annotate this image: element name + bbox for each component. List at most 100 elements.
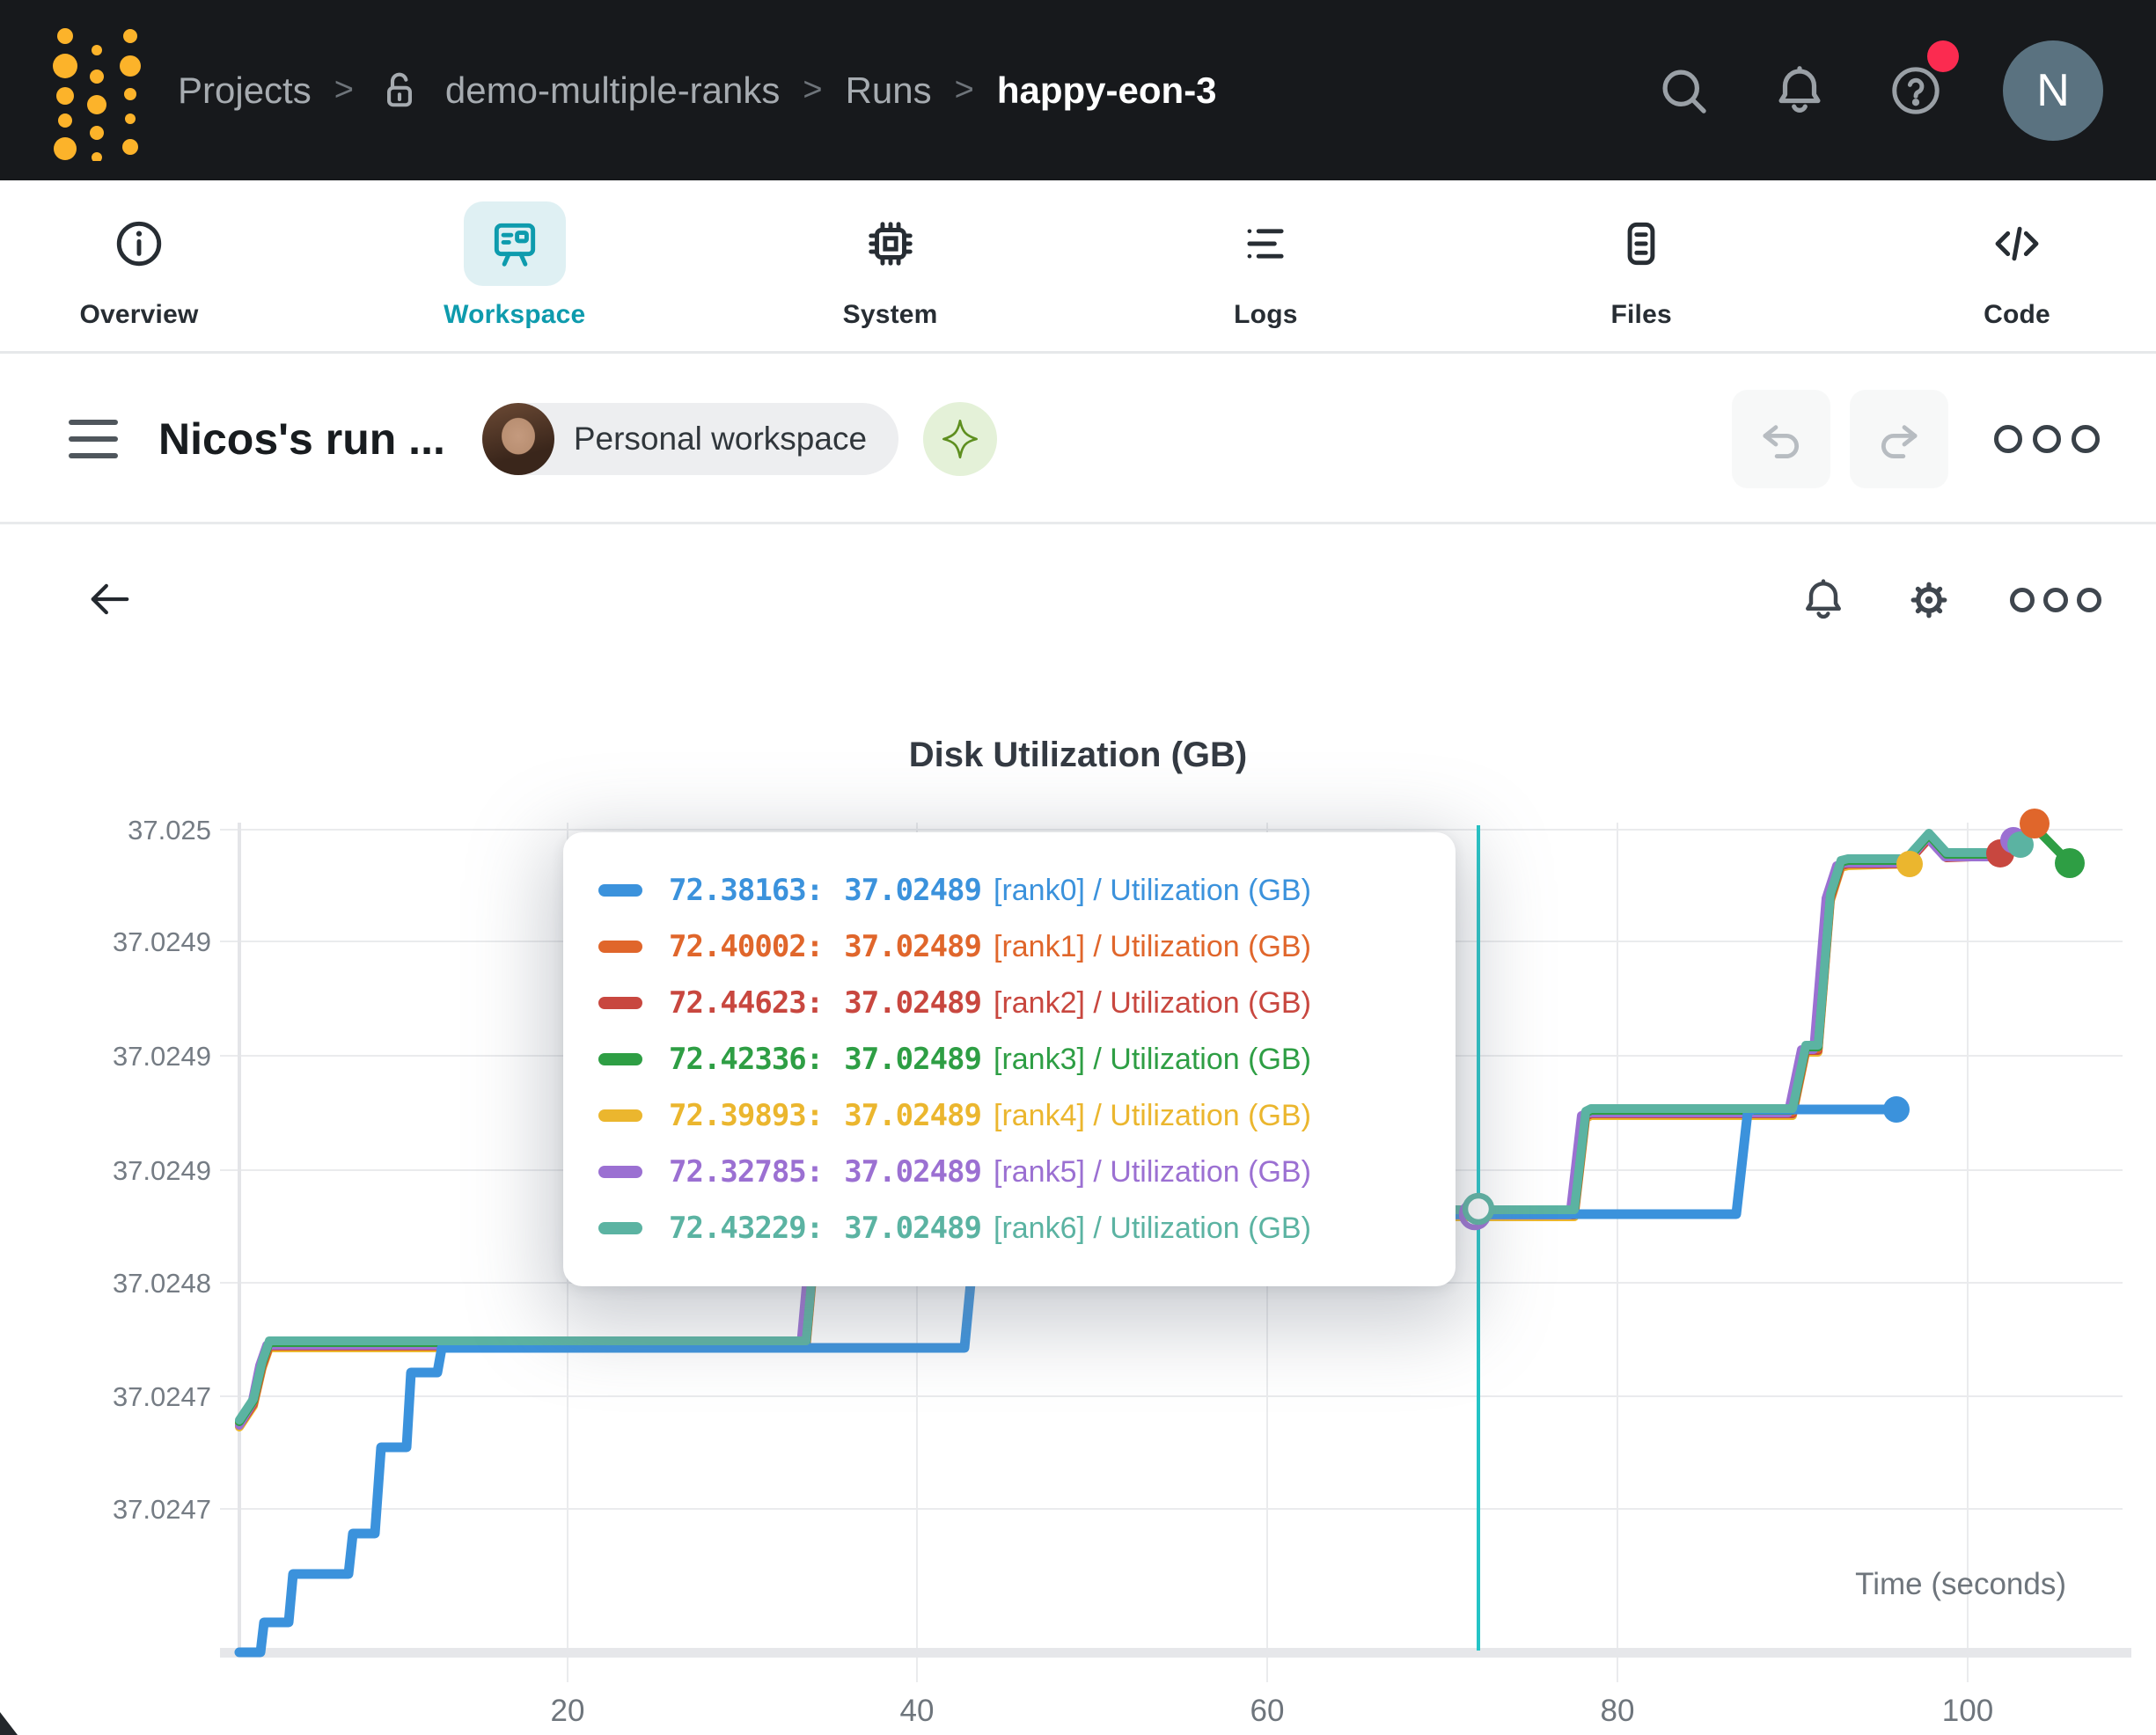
tooltip-y-value: 37.02489	[844, 1042, 982, 1077]
breadcrumb-separator: >	[334, 71, 354, 108]
breadcrumb-run-name[interactable]: happy-eon-3	[996, 69, 1217, 111]
tab-workspace[interactable]: Workspace	[427, 180, 603, 351]
tooltip-x-value: 72.40002:	[669, 929, 824, 964]
tooltip-series-label: [rank5] / Utilization (GB)	[994, 1154, 1311, 1189]
panel-more-options-icon[interactable]	[2010, 588, 2101, 612]
tooltip-x-value: 72.44623:	[669, 985, 824, 1021]
tab-system[interactable]: System	[803, 180, 979, 351]
series-swatch	[598, 941, 642, 953]
tooltip-row-rank3: 72.42336: 37.02489 [rank3] / Utilization…	[598, 1031, 1456, 1087]
tooltip-y-value: 37.02489	[844, 1154, 982, 1190]
tooltip-series-label: [rank3] / Utilization (GB)	[994, 1042, 1311, 1076]
tab-files[interactable]: Files	[1553, 180, 1729, 351]
panel-bell-icon[interactable]	[1799, 575, 1848, 625]
workspace-owner-avatar	[481, 403, 554, 475]
y-tick-label: 37.0249	[113, 1155, 211, 1186]
info-icon	[88, 201, 190, 286]
tooltip-x-value: 72.32785:	[669, 1154, 824, 1190]
chart-hover-tooltip: 72.38163: 37.02489 [rank0] / Utilization…	[563, 832, 1456, 1286]
x-tick-label: 20	[551, 1694, 585, 1728]
breadcrumb: Projects > demo-multiple-ranks > Runs > …	[178, 68, 1217, 113]
series-swatch	[598, 1222, 642, 1234]
workspace-header: Nicos's run ... Personal workspace	[0, 356, 2156, 524]
workspace-more-options-icon[interactable]	[1994, 425, 2100, 453]
breadcrumb-project-name[interactable]: demo-multiple-ranks	[444, 69, 781, 111]
panel-menu-icon[interactable]	[69, 420, 118, 458]
tooltip-series-label: [rank2] / Utilization (GB)	[994, 985, 1311, 1020]
sparkle-button[interactable]	[923, 402, 998, 476]
navbar-actions: N	[1654, 40, 2103, 141]
lock-open-icon	[386, 72, 412, 106]
workspace-selector[interactable]: Personal workspace	[481, 403, 899, 475]
tab-logs[interactable]: Logs	[1177, 180, 1353, 351]
breadcrumb-runs[interactable]: Runs	[845, 69, 932, 111]
breadcrumb-separator: >	[954, 71, 974, 108]
undo-icon	[1763, 425, 1799, 458]
y-tick-label: 37.0247	[113, 1381, 211, 1412]
tooltip-y-value: 37.02489	[844, 929, 982, 964]
sparkle-icon	[942, 419, 979, 459]
panel-toolbar	[0, 524, 2156, 677]
cpu-chip-icon	[840, 201, 942, 286]
series-swatch	[598, 1053, 642, 1065]
x-axis-label: Time (seconds)	[1855, 1567, 2066, 1601]
tooltip-series-label: [rank4] / Utilization (GB)	[994, 1098, 1311, 1132]
run-tab-bar: Overview Workspace System	[0, 180, 2156, 354]
series-swatch	[598, 997, 642, 1009]
x-tick-label: 100	[1942, 1694, 1993, 1728]
tooltip-x-value: 72.43229:	[669, 1211, 824, 1246]
chart-title: Disk Utilization (GB)	[908, 736, 1248, 774]
top-navbar: Projects > demo-multiple-ranks > Runs > …	[0, 0, 2156, 180]
run-title[interactable]: Nicos's run ...	[158, 414, 445, 464]
end-marker-rank4	[1896, 851, 1923, 877]
tab-label: Logs	[1234, 300, 1298, 329]
hover-ring	[1462, 1192, 1495, 1226]
x-tick-label: 60	[1250, 1694, 1285, 1728]
series-line-rank6[interactable]	[235, 829, 2025, 1424]
tooltip-y-value: 37.02489	[844, 1098, 982, 1133]
series-line-rank0[interactable]	[234, 1104, 1899, 1658]
tab-overview[interactable]: Overview	[51, 180, 227, 351]
tab-label: System	[842, 300, 938, 329]
tooltip-row-rank0: 72.38163: 37.02489 [rank0] / Utilization…	[598, 862, 1456, 919]
tab-label: Files	[1610, 300, 1672, 329]
breadcrumb-projects[interactable]: Projects	[178, 69, 312, 111]
tooltip-row-rank2: 72.44623: 37.02489 [rank2] / Utilization…	[598, 975, 1456, 1031]
wandb-logo-icon[interactable]	[46, 20, 151, 161]
breadcrumb-separator: >	[803, 71, 823, 108]
code-icon	[1966, 201, 2068, 286]
tooltip-y-value: 37.02489	[844, 1211, 982, 1246]
tab-label: Overview	[79, 300, 199, 329]
tooltip-y-value: 37.02489	[844, 873, 982, 908]
notification-dot	[1927, 40, 1959, 72]
tooltip-row-rank1: 72.40002: 37.02489 [rank1] / Utilization…	[598, 919, 1456, 975]
end-marker-rank6	[2007, 831, 2034, 858]
tab-code[interactable]: Code	[1929, 180, 2105, 351]
tooltip-row-rank6: 72.43229: 37.02489 [rank6] / Utilization…	[598, 1200, 1456, 1256]
tooltip-series-label: [rank6] / Utilization (GB)	[994, 1211, 1311, 1245]
undo-button[interactable]	[1732, 390, 1830, 488]
redo-icon	[1881, 425, 1918, 458]
search-icon[interactable]	[1654, 62, 1712, 120]
gear-icon[interactable]	[1904, 575, 1954, 625]
back-arrow-icon[interactable]	[81, 570, 139, 628]
user-avatar[interactable]: N	[2003, 40, 2103, 141]
end-marker-rank1	[2020, 809, 2050, 838]
tooltip-y-value: 37.02489	[844, 985, 982, 1021]
y-tick-label: 37.0248	[113, 1268, 211, 1299]
tooltip-x-value: 72.39893:	[669, 1098, 824, 1133]
series-swatch	[598, 1166, 642, 1178]
workspace-board-icon	[463, 201, 566, 286]
redo-button[interactable]	[1850, 390, 1948, 488]
logs-list-icon	[1214, 201, 1316, 286]
y-tick-label: 37.0249	[113, 926, 211, 957]
tooltip-row-rank4: 72.39893: 37.02489 [rank4] / Utilization…	[598, 1087, 1456, 1144]
help-icon[interactable]	[1887, 40, 1959, 120]
tab-label: Code	[1984, 300, 2050, 329]
x-tick-label: 80	[1601, 1694, 1635, 1728]
y-tick-label: 37.0247	[113, 1494, 211, 1525]
avatar-initial: N	[2036, 64, 2070, 116]
tooltip-series-label: [rank1] / Utilization (GB)	[994, 929, 1311, 963]
bell-icon[interactable]	[1771, 62, 1829, 120]
